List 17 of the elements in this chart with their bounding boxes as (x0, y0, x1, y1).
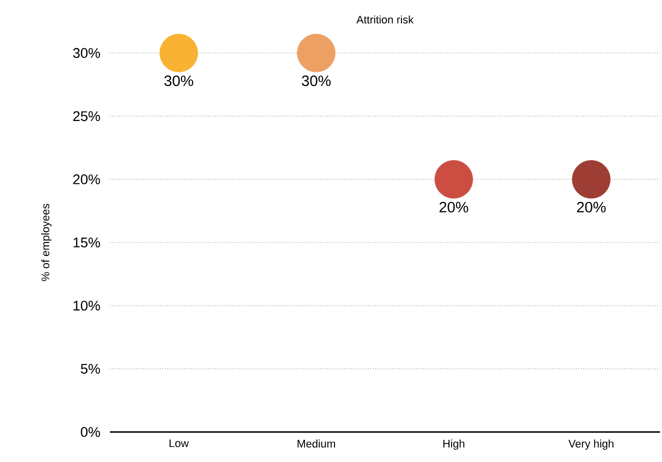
y-tick-label: 30% (73, 48, 100, 58)
y-tick-label: 0% (80, 427, 100, 437)
y-axis-title: % of employees (41, 204, 52, 282)
data-label: 20% (440, 202, 468, 212)
y-tick-label: 15% (74, 238, 100, 248)
x-tick-label: Low (170, 440, 189, 448)
y-tick-label: 5% (80, 364, 100, 374)
data-label: 20% (577, 202, 606, 212)
chart-title: Attrition risk (356, 15, 414, 24)
x-tick-label: Very high (568, 440, 614, 450)
data-label: 30% (302, 76, 331, 86)
y-tick-label: 25% (73, 111, 100, 122)
y-tick-label: 20% (73, 174, 100, 184)
x-tick-label: Medium (298, 440, 336, 448)
data-label: 30% (164, 76, 194, 86)
x-tick-label: High (443, 440, 464, 450)
y-tick-label: 10% (74, 300, 100, 311)
